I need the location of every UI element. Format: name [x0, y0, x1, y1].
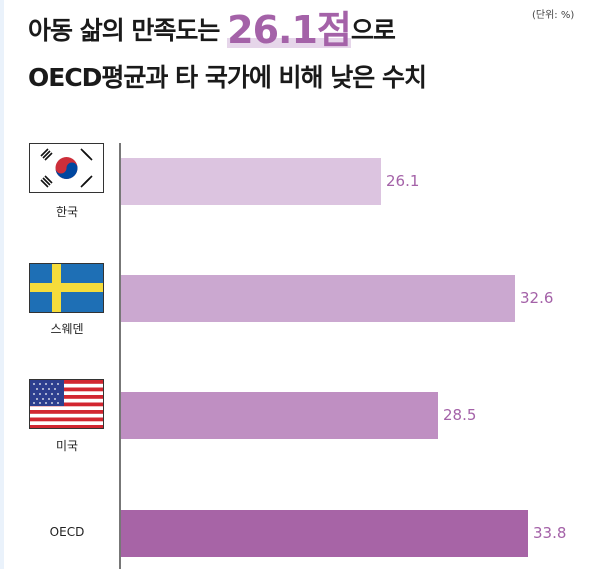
bar-usa — [121, 392, 438, 439]
bar-oecd — [121, 510, 528, 557]
unit-label: (단위: %) — [532, 10, 575, 21]
title-highlight: 26.1점 — [227, 8, 352, 52]
title-text-suffix: 으로 — [350, 16, 396, 45]
left-edge-strip — [0, 0, 4, 569]
chart-title-line2: OECD평균과 타 국가에 비해 낮은 수치 — [28, 63, 427, 92]
y-axis-line — [119, 143, 121, 569]
bar-korea — [121, 158, 381, 205]
category-label: 한국 — [55, 205, 79, 219]
korea-flag-icon — [29, 143, 104, 193]
value-label: 26.1 — [386, 172, 420, 190]
category-label: OECD — [49, 525, 85, 539]
value-label: 32.6 — [520, 289, 554, 307]
title-text: 아동 삶의 만족도는 — [28, 16, 228, 45]
value-label: 33.8 — [533, 524, 567, 542]
chart-title-line1: 아동 삶의 만족도는 26.1점으로 — [28, 8, 396, 52]
bar-sweden — [121, 275, 515, 322]
sweden-flag-icon — [29, 263, 104, 313]
usa-flag-icon — [29, 379, 104, 429]
category-label: 스웨덴 — [50, 322, 84, 336]
value-label: 28.5 — [443, 406, 477, 424]
category-label: 미국 — [55, 439, 79, 453]
